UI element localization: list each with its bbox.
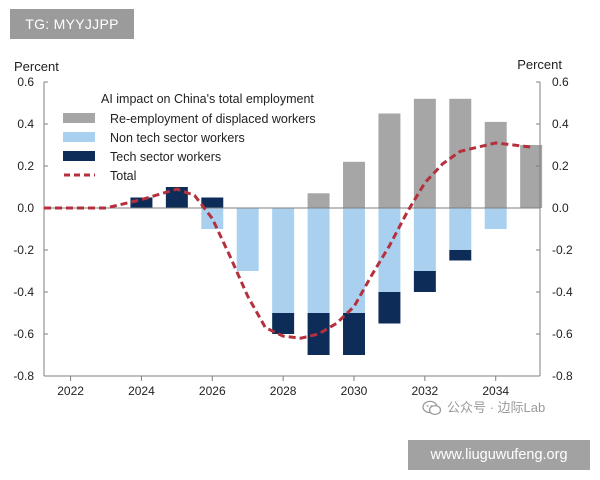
bar-re-employment-of-displaced-workers-2031 [378,113,401,208]
bar-re-employment-of-displaced-workers-2035 [520,145,543,208]
xtick-label: 2030 [341,384,368,398]
ytick-label-left: 0.4 [17,117,34,131]
bar-non-tech-sector-workers-2030 [343,208,365,313]
xtick-label: 2032 [412,384,439,398]
bar-non-tech-sector-workers-2029 [307,208,330,313]
ytick-label-left: -0.6 [13,327,34,341]
bar-non-tech-sector-workers-2032 [413,208,436,271]
ytick-label-left: -0.2 [13,243,34,257]
legend-label: Re-employment of displaced workers [110,112,316,126]
legend-swatch-tech-sector-workers [63,151,95,161]
lab-watermark-text: 公众号 · 边际Lab [447,400,546,415]
xtick-label: 2026 [199,384,226,398]
ytick-label-left: -0.4 [13,285,34,299]
ytick-label-right: -0.4 [552,285,573,299]
bar-non-tech-sector-workers-2028 [272,208,295,313]
ytick-label-right: -0.8 [552,369,573,383]
ytick-label-right: 0.4 [552,117,569,131]
ytick-label-left: 0.0 [17,201,34,215]
bar-tech-sector-workers-2032 [413,271,436,292]
bar-tech-sector-workers-2030 [343,313,365,355]
bar-tech-sector-workers-2026 [201,197,224,208]
bar-tech-sector-workers-2028 [272,313,295,334]
bar-re-employment-of-displaced-workers-2029 [307,193,330,208]
ytick-label-right: 0.6 [552,75,569,89]
chart-title: AI impact on China's total employment [101,92,314,106]
bar-re-employment-of-displaced-workers-2032 [413,98,436,208]
wechat-icon [422,400,442,416]
xtick-label: 2034 [482,384,509,398]
lab-watermark: 公众号 · 边际Lab [422,398,545,418]
site-watermark: www.liuguwufeng.org [408,440,590,470]
bar-tech-sector-workers-2033 [449,250,472,261]
ytick-label-left: -0.8 [13,369,34,383]
bar-re-employment-of-displaced-workers-2033 [449,98,472,208]
ytick-label-right: -0.2 [552,243,573,257]
bar-re-employment-of-displaced-workers-2030 [343,161,365,208]
xtick-label: 2024 [128,384,155,398]
tg-watermark: TG: MYYJJPP [10,9,134,39]
bar-non-tech-sector-workers-2033 [449,208,472,250]
legend-label: Tech sector workers [110,150,221,164]
legend-swatch-re-employment-of-displaced-workers [63,113,95,123]
ytick-label-left: 0.6 [17,75,34,89]
bar-tech-sector-workers-2029 [307,313,330,355]
bar-non-tech-sector-workers-2031 [378,208,401,292]
legend-swatch-non-tech-sector-workers [63,132,95,142]
ytick-label-left: 0.2 [17,159,34,173]
bar-re-employment-of-displaced-workers-2034 [484,121,507,208]
legend-label: Total [110,169,136,183]
legend-label: Non tech sector workers [110,131,245,145]
ytick-label-right: 0.2 [552,159,569,173]
bar-non-tech-sector-workers-2034 [484,208,507,229]
bar-tech-sector-workers-2025 [165,187,188,208]
bar-tech-sector-workers-2031 [378,292,401,324]
bar-non-tech-sector-workers-2026 [201,208,224,229]
ytick-label-right: -0.6 [552,327,573,341]
bar-non-tech-sector-workers-2027 [236,208,259,271]
bar-tech-sector-workers-2024 [130,197,153,208]
y-axis-title-right: Percent [517,57,562,72]
xtick-label: 2022 [57,384,84,398]
xtick-label: 2028 [270,384,297,398]
y-axis-title-left: Percent [14,59,59,74]
series-total-line [44,141,532,340]
ytick-label-right: 0.0 [552,201,569,215]
